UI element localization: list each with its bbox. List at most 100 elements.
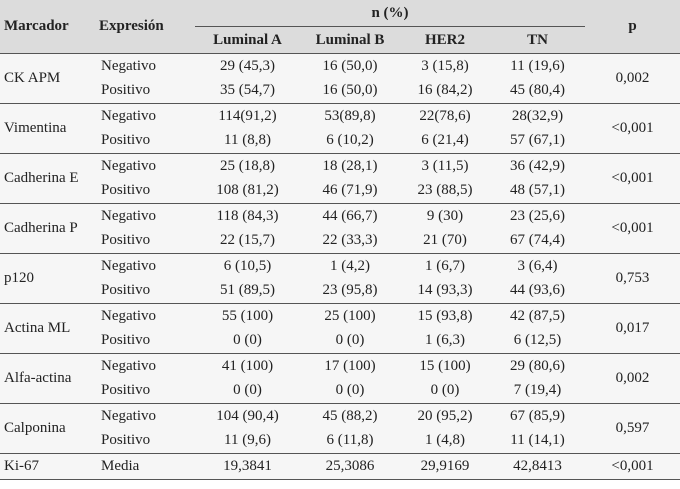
table-row: Cadherina P Negativo 118 (84,3) 44 (66,7) 9 … bbox=[0, 203, 680, 254]
table-cell: 67 (74,4) bbox=[490, 228, 586, 254]
table-cell: Negativo bbox=[95, 353, 195, 379]
table-cell: 3 (6,4) bbox=[490, 253, 586, 279]
table-cell: 25,3086 bbox=[300, 453, 400, 479]
table-cell: 18 (28,1) bbox=[300, 153, 400, 179]
table-cell: Negativo bbox=[95, 53, 195, 79]
table-row: Positivo 22 (15,7) 22 (33,3) 21 (70) 67 (74,… bbox=[0, 228, 680, 254]
table-cell: 17 (100) bbox=[300, 353, 400, 379]
table-cell: Positivo bbox=[95, 78, 195, 104]
table-cell: 11 (14,1) bbox=[490, 428, 586, 454]
table-row: Alfa-actina Negativo 41 (100) 17 (100) 15 (1… bbox=[0, 353, 680, 404]
table-cell: 0,017 bbox=[585, 303, 680, 354]
table-cell: 44 (93,6) bbox=[490, 278, 586, 304]
table-cell: 67 (85,9) bbox=[490, 403, 586, 429]
table-cell: 35 (54,7) bbox=[195, 78, 300, 104]
table-cell: 104 (90,4) bbox=[195, 403, 300, 429]
table-cell: 0,002 bbox=[585, 53, 680, 104]
table-cell: Negativo bbox=[95, 403, 195, 429]
header-cell: n (%) bbox=[195, 0, 586, 27]
table-row: Positivo 0 (0) 0 (0) 0 (0) 7 (19,4) bbox=[0, 378, 680, 404]
table-cell: 25 (100) bbox=[300, 303, 400, 329]
table-cell: 21 (70) bbox=[400, 228, 490, 254]
table-cell: <0,001 bbox=[585, 153, 680, 204]
table-cell: CK APM bbox=[0, 53, 95, 104]
table-cell: 1 (4,8) bbox=[400, 428, 490, 454]
table-cell: 22 (33,3) bbox=[300, 228, 400, 254]
table-cell: Negativo bbox=[95, 253, 195, 279]
table-cell: p120 bbox=[0, 253, 95, 304]
header-cell: HER2 bbox=[400, 26, 490, 54]
table-cell: Cadherina P bbox=[0, 203, 95, 254]
header-cell: TN bbox=[490, 26, 586, 54]
table-cell: 19,3841 bbox=[195, 453, 300, 479]
table-cell: Vimentina bbox=[0, 103, 95, 154]
table-row: p120 Negativo 6 (10,5) 1 (4,2) 1 (6,7) 3 (6,4… bbox=[0, 253, 680, 304]
table-cell: <0,001 bbox=[585, 453, 680, 479]
table-cell: <0,001 bbox=[585, 203, 680, 254]
table-cell: 41 (100) bbox=[195, 353, 300, 379]
table-cell: 48 (57,1) bbox=[490, 178, 586, 204]
table-cell: 14 (93,3) bbox=[400, 278, 490, 304]
table-cell: 7 (19,4) bbox=[490, 378, 586, 404]
table-cell: 0,002 bbox=[585, 353, 680, 404]
table-cell: 16 (50,0) bbox=[300, 78, 400, 104]
table-cell: 23 (88,5) bbox=[400, 178, 490, 204]
table-cell: Negativo bbox=[95, 203, 195, 229]
table-cell: 36 (42,9) bbox=[490, 153, 586, 179]
table-cell: 0 (0) bbox=[400, 378, 490, 404]
header-cell: p bbox=[585, 0, 680, 54]
table-cell: Positivo bbox=[95, 378, 195, 404]
table-row: Positivo 11 (9,6) 6 (11,8) 1 (4,8) 11 (14,1) bbox=[0, 428, 680, 454]
table-cell: 6 (10,5) bbox=[195, 253, 300, 279]
table-cell: 20 (95,2) bbox=[400, 403, 490, 429]
table-cell: 23 (95,8) bbox=[300, 278, 400, 304]
header-cell: Marcador bbox=[0, 0, 95, 54]
table-cell: 22 (15,7) bbox=[195, 228, 300, 254]
table-cell: 45 (88,2) bbox=[300, 403, 400, 429]
table-cell: 118 (84,3) bbox=[195, 203, 300, 229]
table-cell: Ki-67 bbox=[0, 453, 95, 479]
table-row: Actina ML Negativo 55 (100) 25 (100) 15 (93,… bbox=[0, 303, 680, 354]
table-cell: Actina ML bbox=[0, 303, 95, 354]
table-cell: Positivo bbox=[95, 128, 195, 154]
table-cell: 29 (45,3) bbox=[195, 53, 300, 79]
table-row: Cadherina E Negativo 25 (18,8) 18 (28,1) 3 (… bbox=[0, 153, 680, 204]
table-row: Calponina Negativo 104 (90,4) 45 (88,2) 20 (… bbox=[0, 403, 680, 454]
table-cell: 3 (15,8) bbox=[400, 53, 490, 79]
table-cell: 22(78,6) bbox=[400, 103, 490, 129]
table-cell: Positivo bbox=[95, 428, 195, 454]
table-cell: 42,8413 bbox=[490, 453, 586, 479]
table-cell: 114(91,2) bbox=[195, 103, 300, 129]
table-cell: Calponina bbox=[0, 403, 95, 454]
table-cell: <0,001 bbox=[585, 103, 680, 154]
table-cell: 6 (12,5) bbox=[490, 328, 586, 354]
table-cell: 25 (18,8) bbox=[195, 153, 300, 179]
table-cell: 23 (25,6) bbox=[490, 203, 586, 229]
table-cell: 55 (100) bbox=[195, 303, 300, 329]
table-cell: 6 (11,8) bbox=[300, 428, 400, 454]
table-cell: Positivo bbox=[95, 228, 195, 254]
table-cell: 3 (11,5) bbox=[400, 153, 490, 179]
table-cell: 44 (66,7) bbox=[300, 203, 400, 229]
table-cell: 11 (8,8) bbox=[195, 128, 300, 154]
table-cell: 15 (100) bbox=[400, 353, 490, 379]
table-cell: 42 (87,5) bbox=[490, 303, 586, 329]
table-body: CK APM Negativo 29 (45,3) 16 (50,0) 3 (15,8)… bbox=[0, 53, 680, 479]
table-cell: 29,9169 bbox=[400, 453, 490, 479]
table-row: Positivo 0 (0) 0 (0) 1 (6,3) 6 (12,5) bbox=[0, 328, 680, 354]
table-cell: 51 (89,5) bbox=[195, 278, 300, 304]
table-cell: Positivo bbox=[95, 178, 195, 204]
table-row: Ki-67 Media 19,3841 25,3086 29,9169 42,8413 <0… bbox=[0, 453, 680, 479]
table-cell: 0 (0) bbox=[195, 328, 300, 354]
table-cell: Negativo bbox=[95, 103, 195, 129]
header-cell: Luminal A bbox=[195, 26, 300, 54]
table-cell: 28(32,9) bbox=[490, 103, 586, 129]
table-cell: 0,597 bbox=[585, 403, 680, 454]
table-row: CK APM Negativo 29 (45,3) 16 (50,0) 3 (15,8)… bbox=[0, 53, 680, 104]
table-cell: 57 (67,1) bbox=[490, 128, 586, 154]
table-cell: 6 (21,4) bbox=[400, 128, 490, 154]
table-cell: 46 (71,9) bbox=[300, 178, 400, 204]
table-cell: 6 (10,2) bbox=[300, 128, 400, 154]
